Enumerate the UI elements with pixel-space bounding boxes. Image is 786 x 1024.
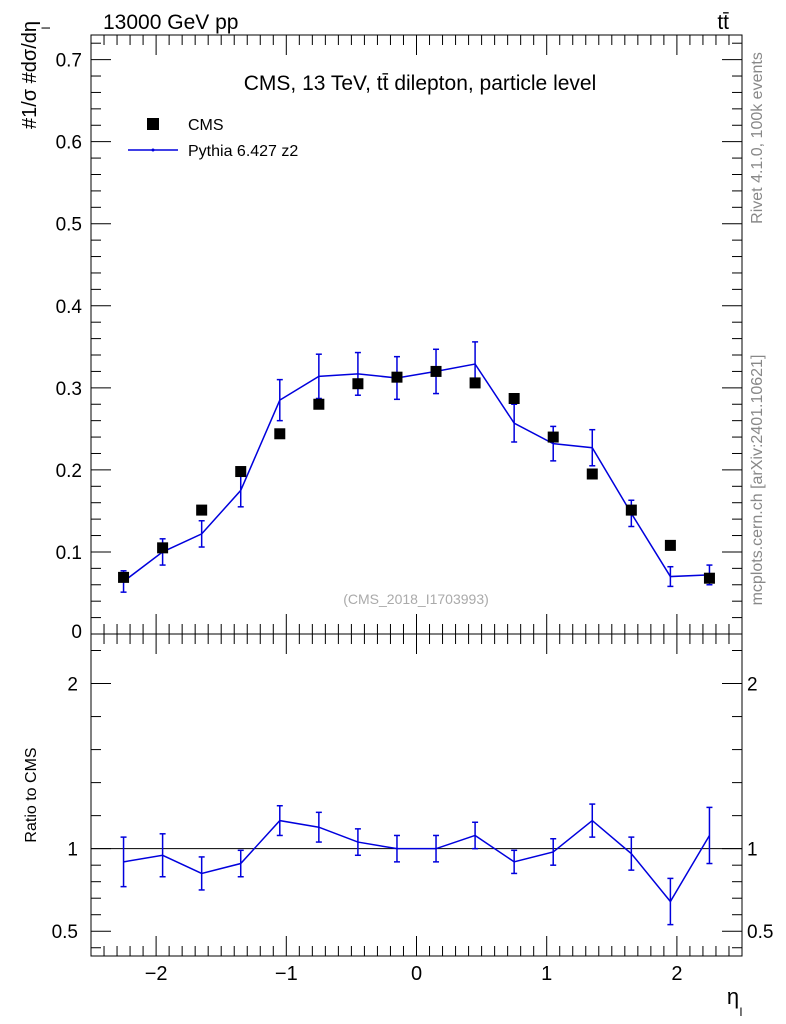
main-ytick-label: 0.6 — [56, 133, 82, 154]
cms-data-point — [352, 378, 364, 390]
cms-data-point — [196, 504, 208, 516]
ratio-ylabel: Ratio to CMS — [23, 747, 40, 842]
main-axis-ticks: 0.1 0.2 0.3 0.4 0.5 0.6 0.7 0 — [56, 35, 743, 643]
ratio-ytick-label-left: 1 — [67, 840, 78, 861]
header-right: tt̄ — [717, 11, 729, 34]
cms-data-point — [508, 393, 520, 405]
xtick-label: 2 — [671, 963, 682, 985]
cms-data-point — [391, 371, 403, 383]
ratio-ytick-label-left: 0.5 — [52, 922, 78, 943]
cms-data-point — [625, 504, 637, 516]
cms-data-point — [547, 431, 559, 443]
main-ytick-label: 0.2 — [56, 461, 82, 482]
legend-cms-marker — [147, 118, 159, 130]
mcplots-label: mcplots.cern.ch [arXiv:2401.10621] — [749, 355, 766, 606]
main-data-layer — [118, 341, 715, 593]
xtick-label: −1 — [275, 963, 298, 985]
ratio-ytick-label-right: 0.5 — [747, 922, 773, 943]
main-ytick-label: 0.5 — [56, 215, 82, 236]
header-left: 13000 GeV pp — [103, 11, 238, 34]
cms-data-point — [664, 539, 676, 551]
xtick-label: 1 — [541, 963, 552, 985]
ratio-data-layer — [91, 803, 742, 926]
cms-data-point — [235, 466, 247, 478]
main-ytick-label: 0.4 — [56, 297, 83, 318]
xtick-label: 0 — [411, 963, 422, 985]
legend-pythia-marker — [151, 148, 155, 152]
xlabel: η — [727, 984, 739, 1009]
cms-data-point — [313, 398, 325, 410]
cms-data-point — [157, 542, 169, 554]
cms-data-point — [586, 468, 598, 480]
main-ytick-label-zero: 0 — [71, 622, 82, 643]
cms-data-point — [118, 571, 130, 583]
ratio-ytick-label-left: 2 — [67, 675, 78, 696]
cms-data-point — [703, 572, 715, 584]
main-ylabel-subscript: l — [39, 27, 53, 30]
main-ytick-label: 0.1 — [56, 543, 82, 564]
cms-data-point — [430, 365, 442, 377]
ratio-plot-frame — [90, 633, 743, 957]
cms-data-point — [274, 428, 286, 440]
ratio-ytick-label-right: 1 — [747, 840, 758, 861]
main-ylabel: #1/σ #dσ/dη — [19, 21, 41, 129]
cms-data-point — [469, 377, 481, 389]
legend-cms-label: CMS — [188, 117, 224, 134]
ratio-axis-ticks: −2 −1 0 1 2 0.5 0.5 1 1 2 2 — [52, 634, 773, 985]
ratio-ytick-label-right: 2 — [747, 675, 758, 696]
xlabel-subscript: l — [740, 1005, 743, 1019]
analysis-watermark: (CMS_2018_I1703993) — [343, 591, 489, 607]
pythia-line — [123, 363, 710, 583]
ratio-line — [123, 819, 711, 903]
xtick-label: −2 — [145, 963, 168, 985]
main-ytick-label: 0.3 — [56, 379, 82, 400]
main-ytick-label: 0.7 — [56, 51, 82, 72]
legend-pythia-label: Pythia 6.427 z2 — [188, 143, 298, 160]
rivet-label: Rivet 4.1.0, 100k events — [749, 52, 766, 224]
plot-title: CMS, 13 TeV, tt̄ dilepton, particle leve… — [244, 72, 597, 95]
